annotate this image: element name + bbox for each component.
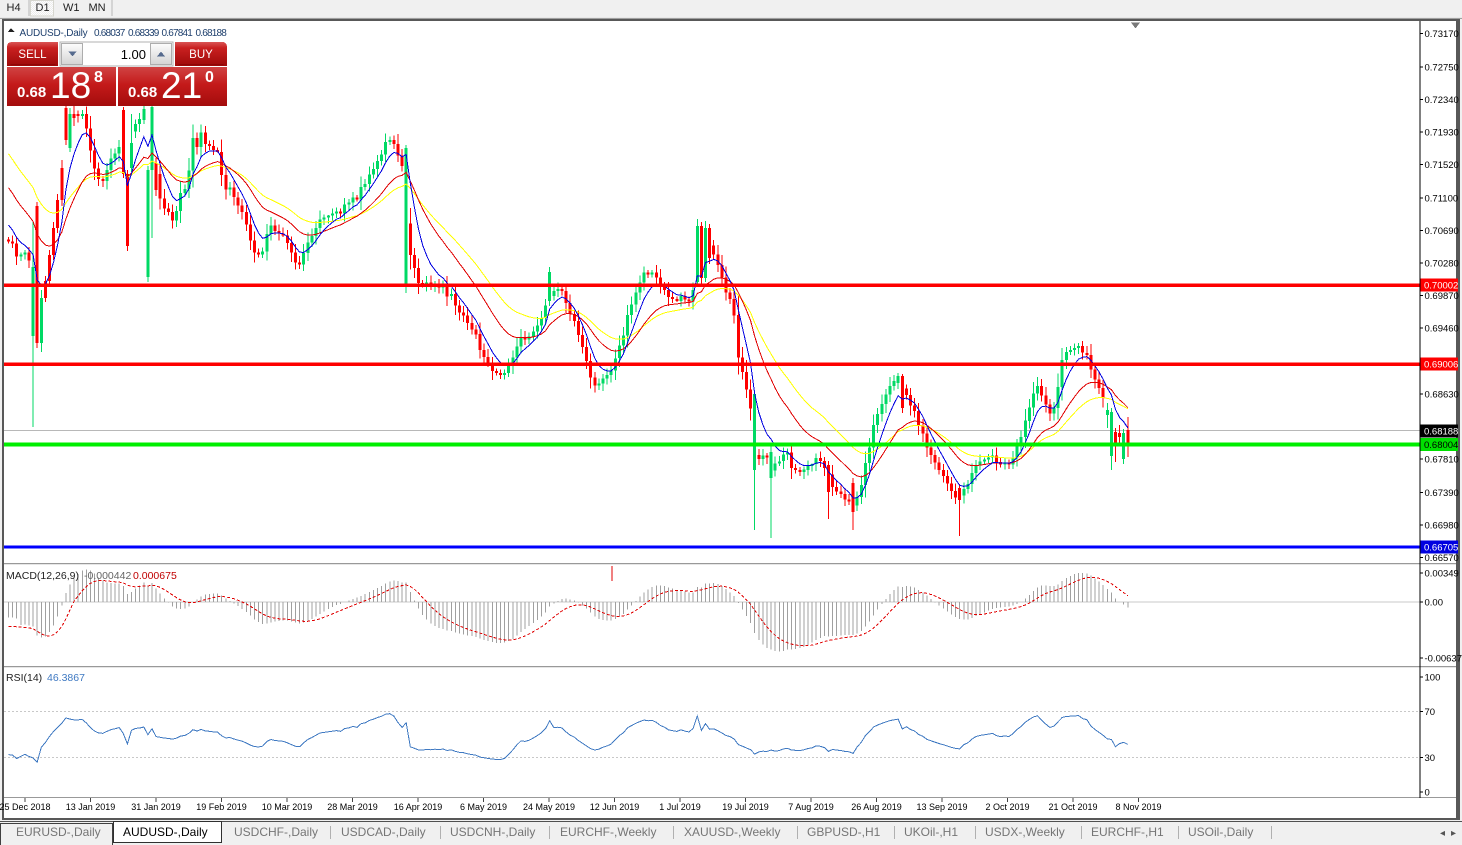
svg-text:12 Jun 2019: 12 Jun 2019 (590, 802, 640, 812)
svg-text:◂: ◂ (1440, 828, 1445, 839)
svg-text:8: 8 (94, 69, 103, 86)
svg-text:0.68630: 0.68630 (1425, 389, 1459, 400)
svg-text:0.68: 0.68 (128, 84, 157, 101)
svg-text:USDCNH-,Daily: USDCNH-,Daily (450, 825, 535, 839)
svg-text:0.72750: 0.72750 (1425, 62, 1459, 73)
svg-text:0.66705: 0.66705 (1424, 543, 1458, 554)
svg-text:USDCHF-,Daily: USDCHF-,Daily (234, 825, 318, 839)
svg-text:19 Feb 2019: 19 Feb 2019 (196, 802, 247, 812)
svg-text:46.3867: 46.3867 (47, 672, 85, 684)
svg-text:0.68339: 0.68339 (128, 28, 160, 39)
svg-text:MACD(12,26,9): MACD(12,26,9) (6, 570, 79, 582)
svg-text:0.68188: 0.68188 (1424, 427, 1458, 438)
svg-text:0.67841: 0.67841 (162, 28, 194, 39)
svg-text:-0.000442: -0.000442 (84, 570, 131, 582)
svg-text:21 Oct 2019: 21 Oct 2019 (1048, 802, 1097, 812)
svg-text:RSI(14): RSI(14) (6, 672, 42, 684)
svg-text:26 Aug 2019: 26 Aug 2019 (851, 802, 902, 812)
svg-text:0.70280: 0.70280 (1425, 258, 1459, 269)
svg-text:0.73170: 0.73170 (1425, 29, 1459, 40)
svg-text:MN: MN (89, 2, 106, 14)
svg-text:13 Jan 2019: 13 Jan 2019 (66, 802, 116, 812)
svg-text:2 Oct 2019: 2 Oct 2019 (985, 802, 1029, 812)
svg-text:8 Nov 2019: 8 Nov 2019 (1115, 802, 1161, 812)
svg-text:0.71930: 0.71930 (1425, 128, 1459, 139)
svg-text:0.71520: 0.71520 (1425, 160, 1459, 171)
svg-text:0.72340: 0.72340 (1425, 95, 1459, 106)
svg-text:19 Jul 2019: 19 Jul 2019 (722, 802, 769, 812)
svg-text:6 May 2019: 6 May 2019 (460, 802, 507, 812)
svg-text:-0.00637: -0.00637 (1425, 654, 1462, 665)
svg-text:GBPUSD-,H1: GBPUSD-,H1 (807, 825, 881, 839)
svg-text:UKOil-,H1: UKOil-,H1 (904, 825, 958, 839)
svg-text:0.71100: 0.71100 (1425, 193, 1459, 204)
svg-text:0.00349: 0.00349 (1425, 569, 1459, 580)
svg-text:0.68: 0.68 (17, 84, 46, 101)
svg-text:USDX-,Weekly: USDX-,Weekly (985, 825, 1065, 839)
svg-text:AUDUSD-,Daily: AUDUSD-,Daily (123, 825, 208, 839)
svg-text:0.67390: 0.67390 (1425, 488, 1459, 499)
svg-text:30: 30 (1425, 753, 1436, 764)
svg-text:BUY: BUY (189, 49, 213, 61)
svg-text:7 Aug 2019: 7 Aug 2019 (788, 802, 834, 812)
svg-text:13 Sep 2019: 13 Sep 2019 (916, 802, 967, 812)
svg-text:EURUSD-,Daily: EURUSD-,Daily (16, 825, 101, 839)
svg-text:USOil-,Daily: USOil-,Daily (1188, 825, 1253, 839)
svg-text:0.66570: 0.66570 (1425, 553, 1459, 564)
svg-text:D1: D1 (36, 2, 50, 14)
svg-text:0.69460: 0.69460 (1425, 324, 1459, 335)
svg-text:SELL: SELL (18, 49, 47, 61)
svg-text:18: 18 (50, 65, 91, 106)
svg-text:24 May 2019: 24 May 2019 (523, 802, 575, 812)
svg-text:100: 100 (1425, 673, 1441, 684)
svg-text:EURCHF-,H1: EURCHF-,H1 (1091, 825, 1164, 839)
svg-text:0.67810: 0.67810 (1425, 455, 1459, 466)
svg-text:0.66980: 0.66980 (1425, 520, 1459, 531)
svg-text:▸: ▸ (1451, 828, 1456, 839)
svg-text:AUDUSD-,Daily: AUDUSD-,Daily (20, 28, 88, 39)
svg-text:EURCHF-,Weekly: EURCHF-,Weekly (560, 825, 656, 839)
svg-text:USDCAD-,Daily: USDCAD-,Daily (341, 825, 426, 839)
svg-text:25 Dec 2018: 25 Dec 2018 (0, 802, 51, 812)
svg-text:1.00: 1.00 (121, 47, 146, 62)
svg-text:31 Jan 2019: 31 Jan 2019 (131, 802, 181, 812)
svg-text:1 Jul 2019: 1 Jul 2019 (659, 802, 701, 812)
svg-text:H4: H4 (7, 2, 21, 14)
svg-text:XAUUSD-,Weekly: XAUUSD-,Weekly (684, 825, 780, 839)
svg-text:0.000675: 0.000675 (133, 570, 177, 582)
svg-text:0.70002: 0.70002 (1424, 281, 1458, 292)
svg-text:0.00: 0.00 (1425, 598, 1444, 609)
svg-text:70: 70 (1425, 707, 1436, 718)
svg-text:0.69006: 0.69006 (1424, 360, 1458, 371)
svg-text:28 Mar 2019: 28 Mar 2019 (327, 802, 378, 812)
svg-text:0: 0 (205, 69, 214, 86)
svg-text:10 Mar 2019: 10 Mar 2019 (262, 802, 313, 812)
svg-text:0.68037: 0.68037 (94, 28, 126, 39)
svg-text:0: 0 (1425, 788, 1430, 799)
svg-text:16 Apr 2019: 16 Apr 2019 (394, 802, 443, 812)
svg-text:0.70690: 0.70690 (1425, 226, 1459, 237)
svg-text:21: 21 (161, 65, 202, 106)
svg-text:0.68188: 0.68188 (196, 28, 228, 39)
svg-text:0.68004: 0.68004 (1424, 440, 1458, 451)
svg-text:W1: W1 (63, 2, 80, 14)
svg-text:0.69870: 0.69870 (1425, 291, 1459, 302)
